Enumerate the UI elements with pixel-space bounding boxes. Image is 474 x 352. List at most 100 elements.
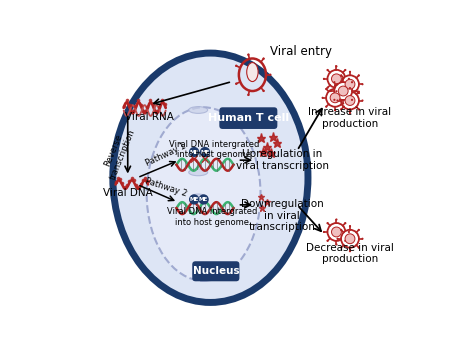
Ellipse shape (361, 83, 364, 85)
Ellipse shape (326, 89, 344, 107)
Ellipse shape (340, 74, 342, 76)
Text: Human T cell: Human T cell (208, 113, 289, 123)
Text: Upregulation in
viral transcription: Upregulation in viral transcription (236, 149, 329, 171)
Ellipse shape (235, 82, 237, 85)
Ellipse shape (361, 99, 364, 102)
Text: Pathway 2: Pathway 2 (144, 176, 188, 198)
Ellipse shape (351, 81, 353, 83)
Ellipse shape (327, 222, 328, 224)
Ellipse shape (247, 94, 250, 96)
Ellipse shape (355, 90, 357, 92)
Ellipse shape (323, 78, 325, 80)
Ellipse shape (189, 107, 208, 113)
Ellipse shape (333, 99, 336, 101)
Ellipse shape (337, 99, 338, 102)
Ellipse shape (344, 240, 346, 242)
Ellipse shape (189, 147, 199, 157)
Ellipse shape (345, 96, 355, 106)
Ellipse shape (358, 246, 360, 249)
Ellipse shape (337, 238, 338, 240)
Ellipse shape (200, 147, 210, 157)
Ellipse shape (340, 108, 342, 111)
Ellipse shape (327, 87, 328, 89)
Ellipse shape (340, 229, 342, 231)
Text: ME: ME (201, 150, 210, 155)
Ellipse shape (335, 65, 337, 68)
Ellipse shape (328, 223, 346, 241)
Ellipse shape (334, 82, 352, 100)
FancyBboxPatch shape (192, 261, 239, 281)
Ellipse shape (340, 90, 342, 93)
Ellipse shape (341, 92, 359, 109)
Ellipse shape (247, 54, 250, 56)
Ellipse shape (346, 97, 349, 99)
Ellipse shape (348, 78, 350, 80)
Ellipse shape (335, 243, 337, 246)
Ellipse shape (358, 92, 360, 94)
Ellipse shape (333, 81, 336, 83)
Ellipse shape (327, 69, 328, 71)
FancyBboxPatch shape (219, 107, 277, 129)
Ellipse shape (335, 218, 337, 221)
Ellipse shape (341, 75, 359, 93)
Ellipse shape (329, 90, 332, 92)
Ellipse shape (321, 97, 324, 99)
Text: Nucleus: Nucleus (192, 266, 239, 276)
Text: ✕: ✕ (189, 153, 200, 166)
Ellipse shape (361, 238, 364, 240)
Text: Pathway 1: Pathway 1 (144, 142, 187, 168)
Ellipse shape (189, 169, 208, 176)
Text: Viral entry: Viral entry (270, 45, 332, 58)
Text: Viral RNA: Viral RNA (125, 112, 174, 122)
Text: Downregulation
in viral
transcription: Downregulation in viral transcription (241, 199, 324, 232)
Ellipse shape (199, 194, 209, 205)
Ellipse shape (349, 87, 351, 89)
Ellipse shape (342, 77, 344, 80)
Ellipse shape (330, 93, 340, 103)
Ellipse shape (189, 194, 199, 205)
Ellipse shape (269, 74, 272, 76)
Text: Decrease in viral
production: Decrease in viral production (306, 243, 394, 264)
Ellipse shape (345, 234, 355, 244)
Ellipse shape (262, 90, 265, 92)
Ellipse shape (351, 99, 353, 101)
Ellipse shape (337, 83, 338, 85)
Text: Viral DNA intergrated
into host genome: Viral DNA intergrated into host genome (166, 207, 257, 227)
Ellipse shape (334, 109, 336, 111)
Ellipse shape (358, 74, 360, 76)
Ellipse shape (348, 231, 350, 233)
Text: ✕: ✕ (200, 153, 210, 166)
Ellipse shape (358, 108, 360, 111)
Ellipse shape (340, 246, 342, 249)
Ellipse shape (349, 71, 351, 73)
Ellipse shape (325, 106, 328, 108)
Ellipse shape (262, 57, 265, 60)
Ellipse shape (349, 250, 351, 252)
Ellipse shape (247, 63, 258, 82)
Ellipse shape (345, 79, 355, 89)
Ellipse shape (343, 106, 345, 108)
Text: Viral DNA: Viral DNA (103, 188, 153, 198)
Text: ME: ME (190, 197, 199, 202)
Ellipse shape (325, 88, 328, 90)
Ellipse shape (328, 70, 346, 88)
Ellipse shape (342, 102, 344, 105)
Text: Viral DNA intergrated
into host genome: Viral DNA intergrated into host genome (169, 140, 260, 159)
Ellipse shape (331, 74, 341, 84)
Ellipse shape (147, 107, 261, 281)
Text: Reverse
transcription: Reverse transcription (99, 124, 137, 181)
Ellipse shape (334, 84, 336, 87)
Ellipse shape (341, 230, 359, 248)
Ellipse shape (327, 240, 328, 242)
Text: ME: ME (199, 197, 208, 202)
Ellipse shape (235, 65, 237, 67)
Text: ME: ME (190, 150, 199, 155)
Ellipse shape (358, 90, 360, 93)
Ellipse shape (113, 53, 308, 302)
Ellipse shape (358, 229, 360, 231)
Ellipse shape (323, 231, 325, 233)
Ellipse shape (338, 86, 348, 96)
Ellipse shape (349, 96, 351, 98)
Ellipse shape (349, 112, 351, 114)
Ellipse shape (191, 194, 205, 200)
